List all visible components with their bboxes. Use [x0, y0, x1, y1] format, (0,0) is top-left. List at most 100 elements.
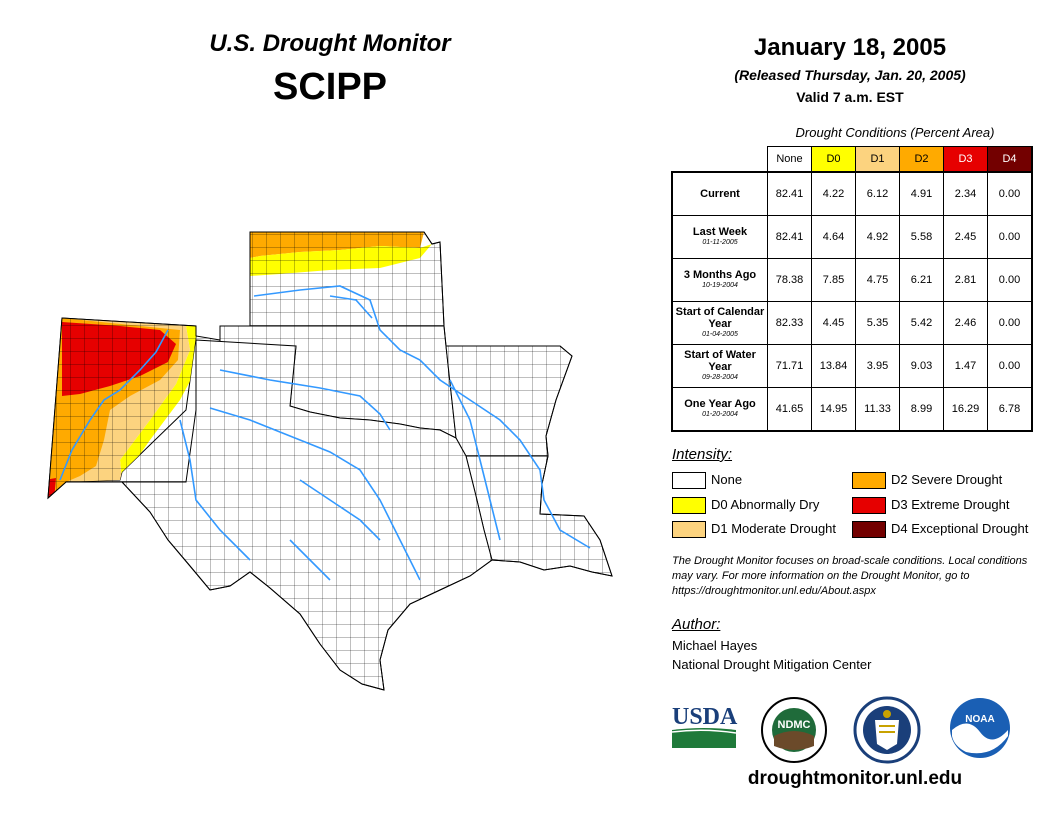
table-cell: 71.71 — [767, 344, 812, 388]
svg-text:USDA: USDA — [672, 704, 738, 730]
table-cell: 4.22 — [811, 171, 856, 216]
table-cell: 4.64 — [811, 215, 856, 259]
column-header-d4: D4 — [987, 146, 1033, 173]
table-cell: 2.45 — [943, 215, 988, 259]
legend-swatch — [852, 472, 886, 489]
table-row: One Year Ago 01-20-2004 41.65 14.95 11.33 8.9… — [671, 387, 1033, 432]
map-date: January 18, 2005 — [753, 34, 947, 61]
drought-stats-table: None D0 D1 D2 D3 D4 Current 82.41 4.22 6.12 4.91 2.… — [671, 146, 1033, 432]
table-cell: 1.47 — [943, 344, 988, 388]
table-cell: 5.35 — [855, 301, 900, 345]
rivers — [59, 285, 591, 581]
legend-swatch — [852, 497, 886, 514]
table-cell: 4.75 — [855, 258, 900, 302]
table-cell: 11.33 — [855, 387, 900, 432]
table-cell: 9.03 — [899, 344, 944, 388]
row-label: Start of Calendar Year 01-04-2005 — [671, 301, 768, 345]
table-cell: 14.95 — [811, 387, 856, 432]
author-org: National Drought Mitigation Center — [672, 657, 872, 672]
row-label-text: Last Week — [692, 226, 748, 238]
table-cell: 6.21 — [899, 258, 944, 302]
legend-swatch — [672, 521, 706, 538]
table-cell: 4.91 — [899, 171, 944, 216]
row-label-text: 3 Months Ago — [683, 269, 757, 281]
table-corner — [672, 146, 768, 173]
table-cell: 2.46 — [943, 301, 988, 345]
drought-map — [47, 231, 613, 691]
legend-label: D0 Abnormally Dry — [711, 497, 820, 512]
table-caption: Drought Conditions (Percent Area) — [795, 125, 995, 140]
row-label-text: Start of Water Year — [684, 349, 756, 373]
row-label: Start of Water Year 09-28-2004 — [671, 344, 768, 388]
table-cell: 0.00 — [987, 171, 1033, 216]
table-cell: 2.34 — [943, 171, 988, 216]
row-label: One Year Ago 01-20-2004 — [671, 387, 768, 432]
table-cell: 3.95 — [855, 344, 900, 388]
table-row: Start of Calendar Year 01-04-2005 82.33 4.4… — [671, 301, 1033, 345]
row-label: Current — [671, 171, 768, 216]
legend-swatch — [672, 497, 706, 514]
doc-seal-logo — [853, 696, 921, 764]
table-cell: 5.42 — [899, 301, 944, 345]
author-name: Michael Hayes — [672, 638, 758, 653]
table-cell: 13.84 — [811, 344, 856, 388]
column-header-d0: D0 — [811, 146, 856, 173]
legend-swatch — [852, 521, 886, 538]
table-cell: 41.65 — [767, 387, 812, 432]
legend-label: D1 Moderate Drought — [711, 521, 837, 536]
table-cell: 82.41 — [767, 171, 812, 216]
usda-logo: USDA — [671, 704, 738, 748]
legend-label: D4 Exceptional Drought — [891, 521, 1029, 536]
table-cell: 0.00 — [987, 301, 1033, 345]
column-header-none: None — [767, 146, 812, 173]
map-title: U.S. Drought Monitor — [209, 30, 451, 57]
valid-time: Valid 7 a.m. EST — [796, 89, 904, 105]
legend-swatch — [672, 472, 706, 489]
legend-label: D3 Extreme Drought — [891, 497, 1010, 512]
table-cell: 8.99 — [899, 387, 944, 432]
table-cell: 6.78 — [987, 387, 1033, 432]
row-label-date: 01-04-2005 — [702, 331, 738, 338]
legend-label: D2 Severe Drought — [891, 472, 1003, 487]
table-cell: 7.85 — [811, 258, 856, 302]
table-row: Start of Water Year 09-28-2004 71.71 13.84 3… — [671, 344, 1033, 388]
table-cell: 4.92 — [855, 215, 900, 259]
table-cell: 82.33 — [767, 301, 812, 345]
row-label: Last Week 01-11-2005 — [671, 215, 768, 259]
row-label: 3 Months Ago 10-19-2004 — [671, 258, 768, 302]
row-label-date: 01-11-2005 — [702, 239, 738, 246]
row-label-date: 09-28-2004 — [702, 374, 738, 381]
table-cell: 0.00 — [987, 344, 1033, 388]
table-row: Current 82.41 4.22 6.12 4.91 2.34 0.00 — [671, 171, 1033, 216]
column-header-d1: D1 — [855, 146, 900, 173]
table-cell: 5.58 — [899, 215, 944, 259]
legend-label: None — [711, 472, 743, 487]
svg-text:NOAA: NOAA — [965, 714, 994, 725]
table-cell: 78.38 — [767, 258, 812, 302]
release-date: (Released Thursday, Jan. 20, 2005) — [734, 67, 966, 83]
county-boundaries — [47, 231, 613, 691]
row-label-text: Current — [700, 188, 740, 200]
table-row: 3 Months Ago 10-19-2004 78.38 7.85 4.75 6.21 2… — [671, 258, 1033, 302]
legend-title: Intensity: — [672, 446, 733, 463]
table-row: Last Week 01-11-2005 82.41 4.64 4.92 5.58 2.45… — [671, 215, 1033, 259]
row-label-text: One Year Ago — [684, 398, 756, 410]
table-header-row: None D0 D1 D2 D3 D4 — [672, 146, 1033, 173]
table-cell: 0.00 — [987, 258, 1033, 302]
column-header-d2: D2 — [899, 146, 944, 173]
row-label-date: 10-19-2004 — [702, 282, 738, 289]
svg-text:NDMC: NDMC — [778, 719, 811, 731]
table-cell: 2.81 — [943, 258, 988, 302]
author-title: Author: — [672, 616, 721, 633]
website-url: droughtmonitor.unl.edu — [747, 768, 963, 789]
row-label-date: 01-20-2004 — [702, 411, 738, 418]
ndmc-logo: NDMC — [761, 697, 827, 763]
table-cell: 82.41 — [767, 215, 812, 259]
region-title: SCIPP — [272, 66, 388, 108]
table-cell: 16.29 — [943, 387, 988, 432]
table-cell: 0.00 — [987, 215, 1033, 259]
info-note: The Drought Monitor focuses on broad-sca… — [672, 555, 1028, 597]
noaa-logo: NOAA — [950, 698, 1010, 758]
row-label-text: Start of Calendar Year — [675, 306, 765, 330]
table-cell: 4.45 — [811, 301, 856, 345]
